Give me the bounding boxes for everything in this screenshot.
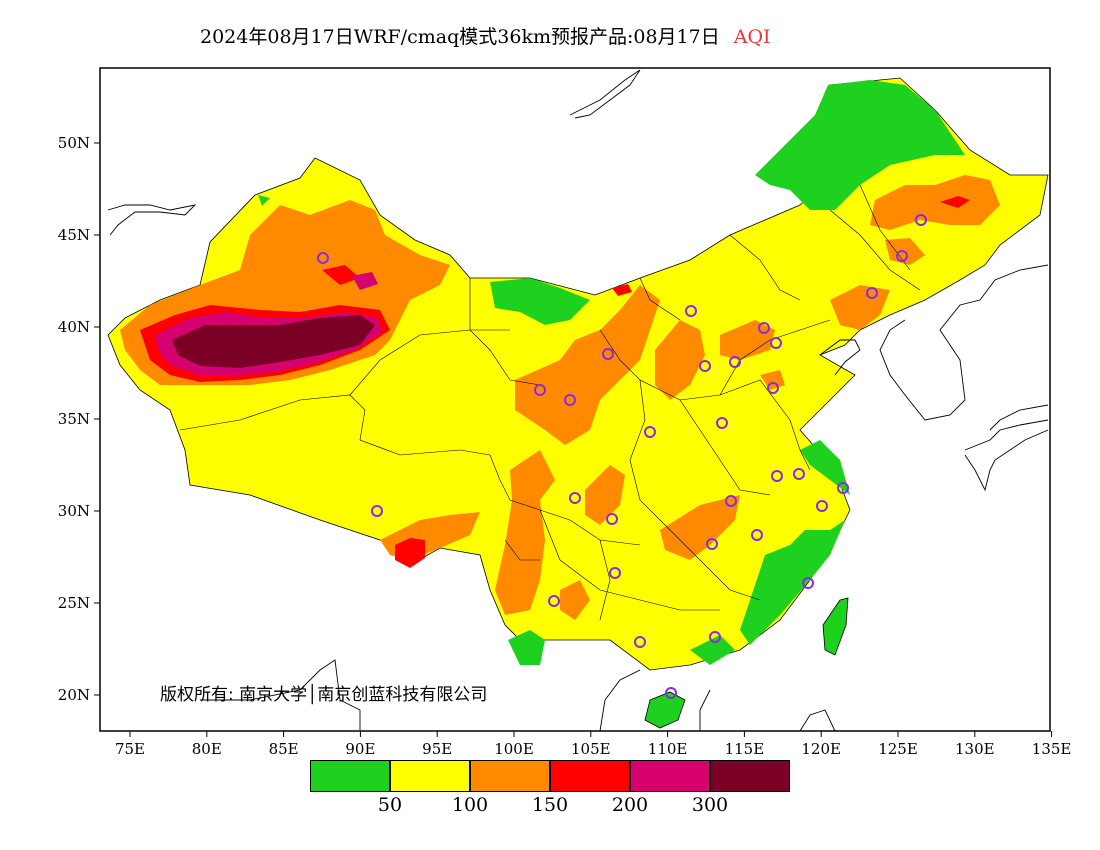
x-axis: 75E 80E 85E 90E 95E 100E 105E 110E 115E 120E 125E 1… <box>115 731 1071 758</box>
legend-swatch <box>390 760 470 792</box>
station-marker <box>771 470 783 482</box>
map-title: 2024年08月17日WRF/cmaq模式36km预报产品:08月17日 AQI <box>200 22 771 49</box>
copyright-text: 版权所有: 南京大学│南京创蓝科技有限公司 <box>160 685 488 705</box>
y-tick-label: 50N <box>58 134 90 152</box>
orange-north-china <box>720 320 775 360</box>
station-marker <box>816 500 828 512</box>
red-inner-mongolia <box>612 284 632 296</box>
orange-northeast <box>870 175 1000 230</box>
neighbour-coastlines <box>107 69 1049 732</box>
legend-label: 300 <box>691 794 729 816</box>
legend-label: 50 <box>377 794 403 816</box>
y-tick-label: 20N <box>58 686 90 704</box>
province-borders <box>179 184 921 621</box>
station-marker <box>706 538 718 550</box>
station-marker <box>699 360 711 372</box>
orange-hebei <box>760 370 785 390</box>
orange-guizhou <box>585 465 625 525</box>
station-marker <box>548 595 560 607</box>
taiwan <box>822 597 849 656</box>
x-tick-label: 120E <box>801 740 841 758</box>
orange-loess <box>515 285 660 445</box>
station-marker <box>767 382 779 394</box>
station-marker <box>802 577 814 589</box>
station-marker <box>915 214 927 226</box>
y-tick-label: 25N <box>58 594 90 612</box>
station-marker <box>606 513 618 525</box>
green-northeast <box>755 80 965 210</box>
station-marker <box>793 468 805 480</box>
x-tick-label: 125E <box>878 740 918 758</box>
green-guangxi-coast <box>690 635 735 665</box>
station-marker <box>770 337 782 349</box>
station-marker <box>564 394 576 406</box>
red-tibet <box>395 538 425 568</box>
legend-label: 200 <box>611 794 649 816</box>
legend-swatch <box>710 760 790 792</box>
x-tick-label: 80E <box>192 740 222 758</box>
y-tick-label: 35N <box>58 410 90 428</box>
orange-yunnan <box>560 580 590 620</box>
station-marker <box>317 252 329 264</box>
x-tick-label: 90E <box>345 740 375 758</box>
x-tick-label: 115E <box>725 740 765 758</box>
title-product: AQI <box>733 26 771 48</box>
station-marker <box>716 417 728 429</box>
station-marker <box>602 348 614 360</box>
title-main: 2024年08月17日WRF/cmaq模式36km预报产品:08月17日 <box>200 26 720 48</box>
green-yunnan-south <box>508 630 545 665</box>
station-marker <box>725 495 737 507</box>
station-marker <box>758 322 770 334</box>
station-marker <box>534 384 546 396</box>
x-tick-label: 135E <box>1032 740 1072 758</box>
green-xinjiang-north <box>258 195 270 206</box>
station-marker <box>837 482 849 494</box>
orange-sichuan <box>495 450 555 615</box>
station-marker <box>665 687 677 699</box>
x-tick-label: 75E <box>115 740 145 758</box>
station-marker <box>896 250 908 262</box>
x-tick-label: 105E <box>571 740 611 758</box>
green-yangtze-delta <box>800 440 850 495</box>
color-legend <box>310 760 790 792</box>
station-marker <box>634 636 646 648</box>
station-marker <box>569 492 581 504</box>
legend-labels: 50 100 150 200 300 <box>310 794 790 818</box>
legend-label: 150 <box>531 794 569 816</box>
orange-shanxi <box>655 320 705 400</box>
maroon-tarim-core <box>172 315 375 368</box>
station-marker <box>709 631 721 643</box>
green-fujian <box>740 520 845 645</box>
red-northeast <box>940 196 970 208</box>
station-marker <box>751 529 763 541</box>
red-xinjiang-north <box>322 265 360 285</box>
station-marker <box>729 356 741 368</box>
x-tick-label: 85E <box>269 740 299 758</box>
x-tick-label: 100E <box>494 740 534 758</box>
station-marker <box>685 305 697 317</box>
y-tick-label: 40N <box>58 318 90 336</box>
station-marker <box>371 505 383 517</box>
y-tick-label: 45N <box>58 226 90 244</box>
green-inner-mongolia <box>490 278 590 325</box>
station-marker <box>866 287 878 299</box>
station-marker <box>609 567 621 579</box>
x-tick-label: 95E <box>422 740 452 758</box>
legend-swatch <box>470 760 550 792</box>
x-tick-label: 110E <box>648 740 688 758</box>
station-markers <box>317 214 927 699</box>
hainan <box>644 691 686 729</box>
legend-swatch <box>310 760 390 792</box>
orange-hunan <box>660 495 740 560</box>
magenta-xinjiang-north <box>352 272 378 290</box>
y-tick-label: 30N <box>58 502 90 520</box>
legend-swatch <box>630 760 710 792</box>
legend-swatch <box>550 760 630 792</box>
legend-label: 100 <box>451 794 489 816</box>
y-axis: 50N 45N 40N 35N 30N 25N 20N <box>58 134 100 704</box>
x-tick-label: 130E <box>955 740 995 758</box>
station-marker <box>644 426 656 438</box>
